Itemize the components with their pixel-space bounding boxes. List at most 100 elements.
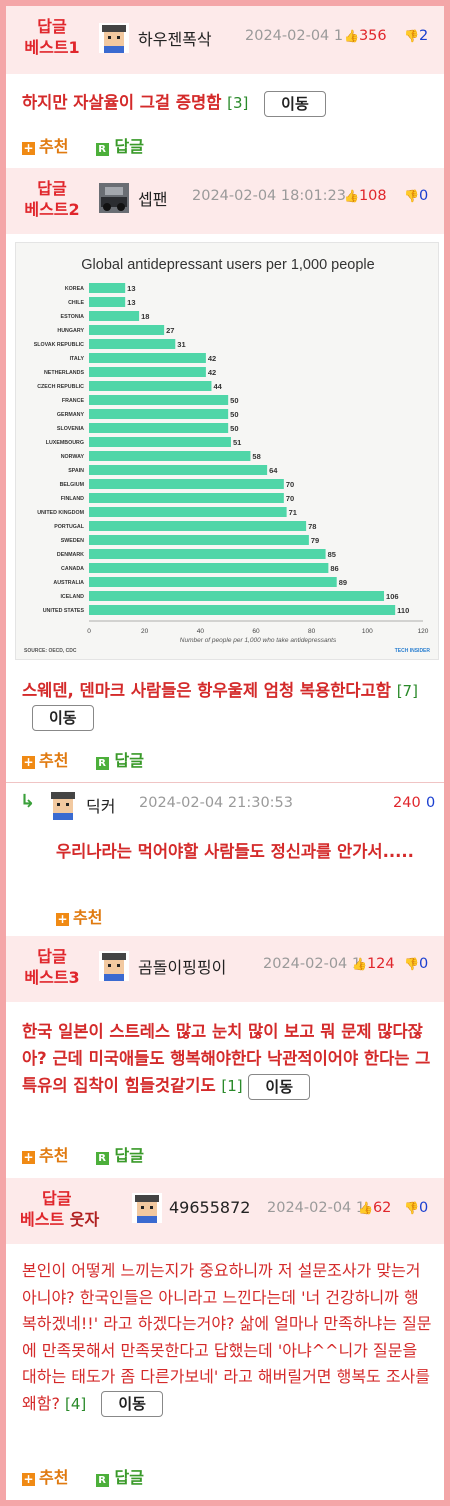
x-tick-label: 120 <box>418 628 429 635</box>
category-label: CHILE <box>68 300 84 306</box>
value-label: 70 <box>286 494 294 503</box>
comment-body: 본인이 어떻게 느끼는지가 중요하니까 저 설문조사가 맞는거 아니야? 한국인… <box>22 1258 432 1417</box>
up-count-value: 356 <box>358 28 387 44</box>
value-label: 110 <box>397 606 409 615</box>
value-label: 42 <box>208 368 216 377</box>
value-label: 13 <box>127 298 135 307</box>
chart-bars: KOREA 13 CHILE 13 ESTONIA 18 HUNGARY 27 SLOVAK R… <box>34 283 409 615</box>
chart-xlabel: Number of people per 1,000 who take anti… <box>180 637 337 644</box>
chart-brand: TECH INSIDER <box>395 648 431 654</box>
reply-button[interactable]: R 답글 <box>95 751 144 770</box>
value-label: 50 <box>230 410 238 419</box>
comment-count: [1] <box>221 1077 243 1095</box>
bar <box>89 381 212 391</box>
down-count-value: 0 <box>418 956 429 972</box>
category-label: NETHERLANDS <box>44 370 84 376</box>
down-count-value: 2 <box>418 28 429 44</box>
downvote-count[interactable]: 👎0 <box>404 956 428 972</box>
value-label: 86 <box>330 564 338 573</box>
post-date: 2024-02-04 1 <box>245 28 344 44</box>
recommend-button[interactable]: + 추천 <box>56 908 102 927</box>
recommend-button[interactable]: + 추천 <box>22 1468 68 1487</box>
nickname[interactable]: 곰돌이핑핑이 <box>138 958 227 977</box>
category-label: FRANCE <box>62 398 85 404</box>
category-label: CANADA <box>61 566 84 572</box>
nickname[interactable]: 딕커 <box>86 797 116 816</box>
upvote-count[interactable]: 👍356 <box>344 28 387 44</box>
recommend-button[interactable]: + 추천 <box>22 137 68 156</box>
comment-actions: + 추천 R 답글 <box>22 1142 144 1166</box>
recommend-button[interactable]: + 추천 <box>22 751 68 770</box>
downvote-count[interactable]: 👎2 <box>404 28 428 44</box>
down-count-value: 0 <box>418 1200 429 1216</box>
divider <box>6 782 444 783</box>
comment-body: 하지만 자살율이 그걸 증명함 [3] 이동 <box>22 90 432 117</box>
avatar[interactable] <box>99 183 129 213</box>
upvote-count[interactable]: 👍124 <box>352 956 395 972</box>
x-tick-label: 80 <box>308 628 316 635</box>
badge-line2: 베스트2 <box>24 200 80 219</box>
value-label: 71 <box>289 508 297 517</box>
nickname[interactable]: 하우젠폭삭 <box>138 30 212 49</box>
reply-icon: R <box>95 1474 109 1487</box>
upvote-count[interactable]: 👍108 <box>344 188 387 204</box>
x-tick-label: 0 <box>87 628 91 635</box>
category-label: HUNGARY <box>57 328 84 334</box>
badge-line2: 베스트 <box>20 1210 65 1229</box>
recommend-label: 추천 <box>73 908 103 927</box>
value-label: 58 <box>252 452 260 461</box>
up-count-value: 124 <box>366 956 395 972</box>
plus-icon: + <box>22 755 35 769</box>
comment-count: [3] <box>227 94 249 112</box>
category-label: PORTUGAL <box>54 524 84 530</box>
recommend-button[interactable]: + 추천 <box>22 1146 68 1165</box>
category-label: FINLAND <box>61 496 84 502</box>
reply-button[interactable]: R 답글 <box>95 1146 144 1165</box>
category-label: SLOVAK REPUBLIC <box>34 342 84 348</box>
avatar[interactable] <box>132 1193 162 1223</box>
bar <box>89 577 337 587</box>
post-header <box>6 168 444 234</box>
move-button[interactable]: 이동 <box>32 704 94 731</box>
value-label: 50 <box>230 424 238 433</box>
reply-button[interactable]: R 답글 <box>95 137 144 156</box>
bar <box>89 521 307 531</box>
move-button[interactable]: 이동 <box>264 90 326 117</box>
reply-button[interactable]: R 답글 <box>95 1468 144 1487</box>
chart-image[interactable]: Global antidepressant users per 1,000 pe… <box>15 242 439 660</box>
best-badge: 답글 베스트1 <box>20 16 84 58</box>
comment-body: 스웨덴, 덴마크 사람들은 항우울제 엄청 복용한다고함 [7] 이동 <box>22 678 432 731</box>
comment-text: 스웨덴, 덴마크 사람들은 항우울제 엄청 복용한다고함 <box>22 681 391 700</box>
nickname[interactable]: 49655872 <box>169 1198 251 1217</box>
category-label: NORWAY <box>61 454 85 460</box>
downvote-count[interactable]: 👎0 <box>404 1200 428 1216</box>
chart-axis: 0 20 40 60 80 100 120 <box>87 620 429 635</box>
avatar[interactable] <box>48 790 78 820</box>
bar <box>89 339 176 349</box>
thumb-down-icon: 👎 <box>404 29 419 43</box>
move-button[interactable]: 이동 <box>248 1073 311 1100</box>
downvote-count[interactable]: 0 <box>426 795 436 811</box>
category-label: BELGIUM <box>60 482 85 488</box>
move-button[interactable]: 이동 <box>101 1391 163 1417</box>
category-label: ESTONIA <box>61 314 85 320</box>
thumb-up-icon: 👍 <box>344 189 359 203</box>
plus-icon: + <box>22 141 35 155</box>
nickname[interactable]: 셉팬 <box>138 190 168 209</box>
avatar[interactable] <box>99 951 129 981</box>
comment-actions: + 추천 R 답글 <box>22 133 144 157</box>
bar <box>89 409 229 419</box>
comment-text: 본인이 어떻게 느끼는지가 중요하니까 저 설문조사가 맞는거 아니야? 한국인… <box>22 1261 432 1413</box>
value-label: 70 <box>286 480 294 489</box>
badge-line1: 답글 <box>37 179 67 198</box>
chart-source: SOURCE: OECD, CDC <box>24 648 77 654</box>
value-label: 85 <box>328 550 336 559</box>
recommend-label: 추천 <box>39 1468 69 1487</box>
upvote-count[interactable]: 👍62 <box>358 1200 391 1216</box>
avatar[interactable] <box>99 23 129 53</box>
value-label: 64 <box>269 466 278 475</box>
thumb-up-icon: 👍 <box>352 957 367 971</box>
downvote-count[interactable]: 👎0 <box>404 188 428 204</box>
upvote-count[interactable]: 240 <box>393 795 421 811</box>
post-date: 2024-02-04 21:30:53 <box>139 795 293 811</box>
